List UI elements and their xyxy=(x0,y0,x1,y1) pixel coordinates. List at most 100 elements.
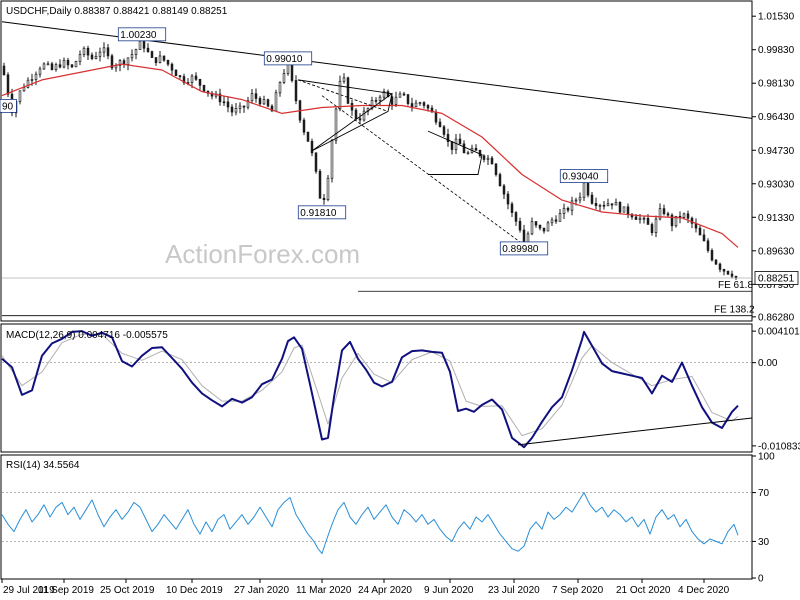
price-candle-body xyxy=(590,194,594,204)
y-axis-tick-label: -0.010833 xyxy=(758,441,800,452)
price-candle-body xyxy=(578,196,582,201)
price-candle-body xyxy=(446,134,450,142)
macd-main-line xyxy=(1,330,739,449)
price-candle-body xyxy=(242,105,246,108)
price-candle-body xyxy=(410,103,414,108)
price-candle-body xyxy=(58,64,62,68)
price-candle-body xyxy=(666,213,670,216)
price-candle-body xyxy=(562,207,566,214)
price-candle-body xyxy=(450,141,454,150)
x-axis-tick-label: 7 Sep 2020 xyxy=(552,585,604,596)
price-candle-body xyxy=(610,203,614,206)
price-candle-body xyxy=(174,69,178,76)
price-candle-body xyxy=(110,55,114,69)
price-candle-body xyxy=(394,96,398,105)
price-candle-body xyxy=(246,100,250,108)
axes-layer: 1.01530 0.99830 0.98130 0.96430 0.94730 0.930… xyxy=(1,12,800,596)
price-candle-body xyxy=(538,224,542,229)
price-candle-body xyxy=(290,62,294,81)
price-candle-body xyxy=(262,99,266,105)
fe-level-label: FE 138.2 xyxy=(714,305,755,316)
price-candle-body xyxy=(598,204,602,207)
price-candle-body xyxy=(658,208,662,220)
price-candle-body xyxy=(454,138,458,150)
price-candle-body xyxy=(170,63,174,71)
y-axis-tick-label: 0.86280 xyxy=(758,312,795,323)
price-layer: 1.00230 0.99010 0.91810 0.89980 0.93040 90 FE … xyxy=(0,21,755,317)
price-candle-body xyxy=(374,100,378,102)
price-candle-body xyxy=(582,182,586,198)
price-moving-average xyxy=(1,63,739,248)
price-candle-body xyxy=(478,150,482,157)
price-candle-body xyxy=(98,51,102,57)
price-candle-body xyxy=(474,147,478,151)
x-axis-tick-label: 21 Oct 2020 xyxy=(616,585,671,596)
rsi-line xyxy=(1,492,739,555)
price-candle-body xyxy=(622,206,626,213)
price-candle-body xyxy=(66,59,70,66)
price-candle-body xyxy=(2,65,6,76)
price-candle-body xyxy=(594,203,598,206)
price-candle-body xyxy=(146,47,150,52)
price-candle-body xyxy=(722,269,726,272)
y-axis-tick-label: 0.00 xyxy=(758,358,778,369)
price-candle-body xyxy=(166,59,170,65)
y-axis-tick-label: 0.91330 xyxy=(758,213,795,224)
price-candle-body xyxy=(690,217,694,224)
price-candle-body xyxy=(466,152,470,155)
price-candle-body xyxy=(498,174,502,187)
current-price-box xyxy=(754,271,799,285)
price-candle-body xyxy=(662,208,666,215)
price-candle-body xyxy=(358,118,362,121)
price-candle-body xyxy=(270,105,274,112)
price-annotation-box xyxy=(499,241,549,256)
price-annotation-label: 0.91810 xyxy=(300,208,337,219)
price-candle-body xyxy=(322,197,326,201)
price-candle-body xyxy=(350,102,354,111)
price-candle-body xyxy=(42,63,46,70)
price-candle-body xyxy=(382,91,386,98)
price-candle-body xyxy=(434,111,438,123)
price-candle-body xyxy=(50,63,54,70)
price-candle-body xyxy=(670,214,674,227)
price-candle-body xyxy=(278,81,282,94)
price-candle-body xyxy=(686,213,690,219)
price-candle-body xyxy=(86,47,90,56)
price-candle-body xyxy=(334,108,338,141)
flag-pattern xyxy=(427,130,483,175)
price-candle-body xyxy=(618,202,622,213)
price-candle-body xyxy=(22,87,26,92)
price-candle-body xyxy=(490,157,494,165)
price-candle-body xyxy=(642,217,646,220)
price-candle-body xyxy=(190,75,194,83)
price-candle-body xyxy=(230,106,234,113)
rsi-header: RSI(14) 34.5564 xyxy=(6,460,80,471)
price-candle-body xyxy=(586,182,590,196)
price-candle-body xyxy=(254,93,258,99)
price-candle-body xyxy=(462,143,466,154)
price-candle-body xyxy=(354,109,358,119)
dashed-projection-line xyxy=(321,95,523,244)
price-candle-body xyxy=(430,107,434,113)
price-candle-body xyxy=(346,77,350,104)
macd-pane-frame xyxy=(0,323,753,453)
price-candle-body xyxy=(502,185,506,195)
price-candle-body xyxy=(118,60,122,66)
price-candle-body xyxy=(222,101,226,104)
price-candle-body xyxy=(718,263,722,270)
x-axis-tick-label: 24 Apr 2020 xyxy=(358,585,412,596)
y-axis-tick-label: 100 xyxy=(758,452,775,463)
price-candle-body xyxy=(90,54,94,59)
y-axis-tick-label: 0.87930 xyxy=(758,280,795,291)
price-candle-body xyxy=(142,40,146,49)
price-candle-body xyxy=(238,105,242,109)
price-candle-body xyxy=(426,105,430,109)
price-candle-body xyxy=(54,64,58,70)
price-candle-body xyxy=(318,170,322,199)
price-candle-body xyxy=(102,47,106,53)
price-candle-body xyxy=(362,110,366,121)
current-price-label: 0.88251 xyxy=(758,273,795,284)
y-axis-tick-label: 0.94730 xyxy=(758,146,795,157)
price-candle-body xyxy=(682,213,686,218)
price-annotation-label: 0.99010 xyxy=(266,54,303,65)
